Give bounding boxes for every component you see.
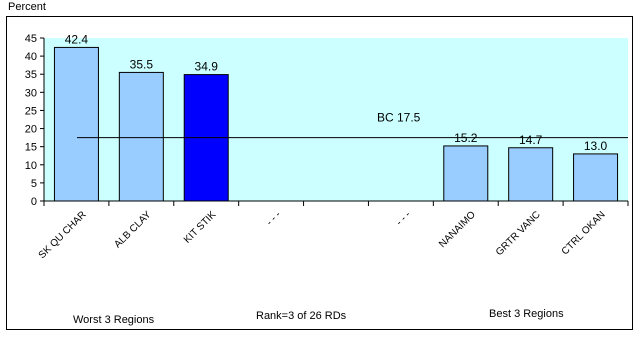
x-tick-label: KIT STIK [182,209,219,246]
y-tick-label: 10 [25,160,37,172]
y-tick-label: 15 [25,142,37,154]
bar-value-label: 42.4 [65,32,89,46]
bar-value-label: 35.5 [130,57,154,71]
footer-worst-label: Worst 3 Regions [73,314,155,326]
y-tick-label: 35 [25,69,37,81]
y-tick-label: 5 [31,178,37,190]
x-tick-label: - - - [264,209,283,228]
y-tick-label: 40 [25,51,37,63]
chart-frame: 0 5 10 15 20 25 30 35 40 45 42.4 35.5 34.9 15.2 14.7 13… [6,16,633,330]
footer-rank-label: Rank=3 of 26 RDs [256,310,347,322]
x-tick-label: GRTR VANC [494,209,543,258]
y-tick-label: 20 [25,124,37,136]
x-tick-label: NANAIMO [437,209,478,250]
bar [118,71,164,202]
x-tick-label: SK QU CHAR [37,209,89,261]
bar [443,145,489,202]
x-tick-label: - - - [394,209,413,228]
bar [53,46,99,202]
y-tick-label: 0 [31,196,37,208]
bar-value-label: 14.7 [519,133,543,147]
reference-line-label: BC 17.5 [377,111,421,125]
bar-value-label: 13.0 [584,139,608,153]
footer-best-label: Best 3 Regions [489,308,564,320]
y-axis-title: Percent [8,1,46,13]
bar-value-label: 34.9 [195,60,219,74]
y-tick-label: 45 [25,33,37,45]
bar [508,147,554,202]
y-tick-label: 30 [25,87,37,99]
x-tick-label: ALB CLAY [112,209,153,250]
x-tick-label: CTRL OKAN [560,209,608,257]
y-tick-label: 25 [25,105,37,117]
bar [573,153,619,202]
